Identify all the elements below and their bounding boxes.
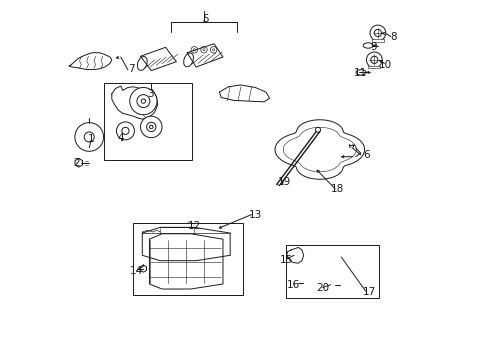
Text: 14: 14 bbox=[130, 266, 143, 276]
Ellipse shape bbox=[355, 70, 366, 75]
Bar bbox=[367, 66, 380, 68]
Circle shape bbox=[201, 46, 207, 53]
Circle shape bbox=[114, 132, 125, 142]
Bar bbox=[371, 39, 383, 41]
Text: 18: 18 bbox=[330, 184, 343, 194]
Text: 11: 11 bbox=[353, 68, 366, 78]
Text: 3: 3 bbox=[147, 89, 154, 99]
Text: 16: 16 bbox=[286, 280, 299, 290]
Circle shape bbox=[117, 135, 122, 139]
Text: 10: 10 bbox=[378, 60, 391, 70]
Bar bbox=[322, 254, 338, 265]
Circle shape bbox=[122, 127, 129, 134]
Circle shape bbox=[321, 247, 339, 265]
Ellipse shape bbox=[183, 53, 193, 67]
Circle shape bbox=[373, 30, 381, 37]
Text: 9: 9 bbox=[369, 42, 376, 52]
Circle shape bbox=[289, 279, 298, 288]
Text: 13: 13 bbox=[248, 210, 262, 220]
Circle shape bbox=[84, 132, 94, 142]
Text: 6: 6 bbox=[363, 150, 369, 160]
Circle shape bbox=[292, 252, 298, 258]
Circle shape bbox=[137, 95, 149, 108]
Circle shape bbox=[325, 252, 334, 261]
Text: 8: 8 bbox=[389, 32, 396, 41]
Text: 7: 7 bbox=[128, 64, 135, 74]
Text: 17: 17 bbox=[362, 287, 375, 297]
Text: 12: 12 bbox=[187, 221, 201, 231]
Bar bbox=[104, 83, 191, 160]
Circle shape bbox=[366, 52, 382, 68]
Text: 20: 20 bbox=[315, 283, 328, 293]
Circle shape bbox=[289, 249, 302, 262]
Circle shape bbox=[210, 46, 217, 53]
Text: 4: 4 bbox=[117, 133, 124, 143]
Circle shape bbox=[146, 122, 156, 132]
Circle shape bbox=[325, 281, 334, 289]
Text: 5: 5 bbox=[202, 14, 208, 24]
Circle shape bbox=[315, 127, 320, 132]
Ellipse shape bbox=[363, 43, 372, 48]
Text: 19: 19 bbox=[278, 177, 291, 187]
Circle shape bbox=[140, 116, 162, 138]
Circle shape bbox=[292, 282, 295, 285]
Circle shape bbox=[191, 46, 197, 53]
Circle shape bbox=[193, 49, 195, 51]
Circle shape bbox=[370, 56, 377, 63]
Ellipse shape bbox=[137, 57, 147, 70]
Circle shape bbox=[203, 49, 204, 51]
Circle shape bbox=[75, 123, 103, 151]
Text: 15: 15 bbox=[280, 255, 293, 265]
Bar bbox=[133, 223, 242, 295]
Circle shape bbox=[129, 87, 157, 115]
Circle shape bbox=[369, 25, 385, 41]
Bar bbox=[306, 247, 315, 259]
Text: 2: 2 bbox=[74, 158, 80, 168]
Circle shape bbox=[328, 283, 332, 287]
Circle shape bbox=[116, 122, 134, 140]
Bar bbox=[285, 245, 378, 298]
Text: 1: 1 bbox=[87, 134, 94, 144]
Circle shape bbox=[149, 125, 153, 129]
Circle shape bbox=[212, 49, 214, 51]
Circle shape bbox=[141, 99, 145, 103]
